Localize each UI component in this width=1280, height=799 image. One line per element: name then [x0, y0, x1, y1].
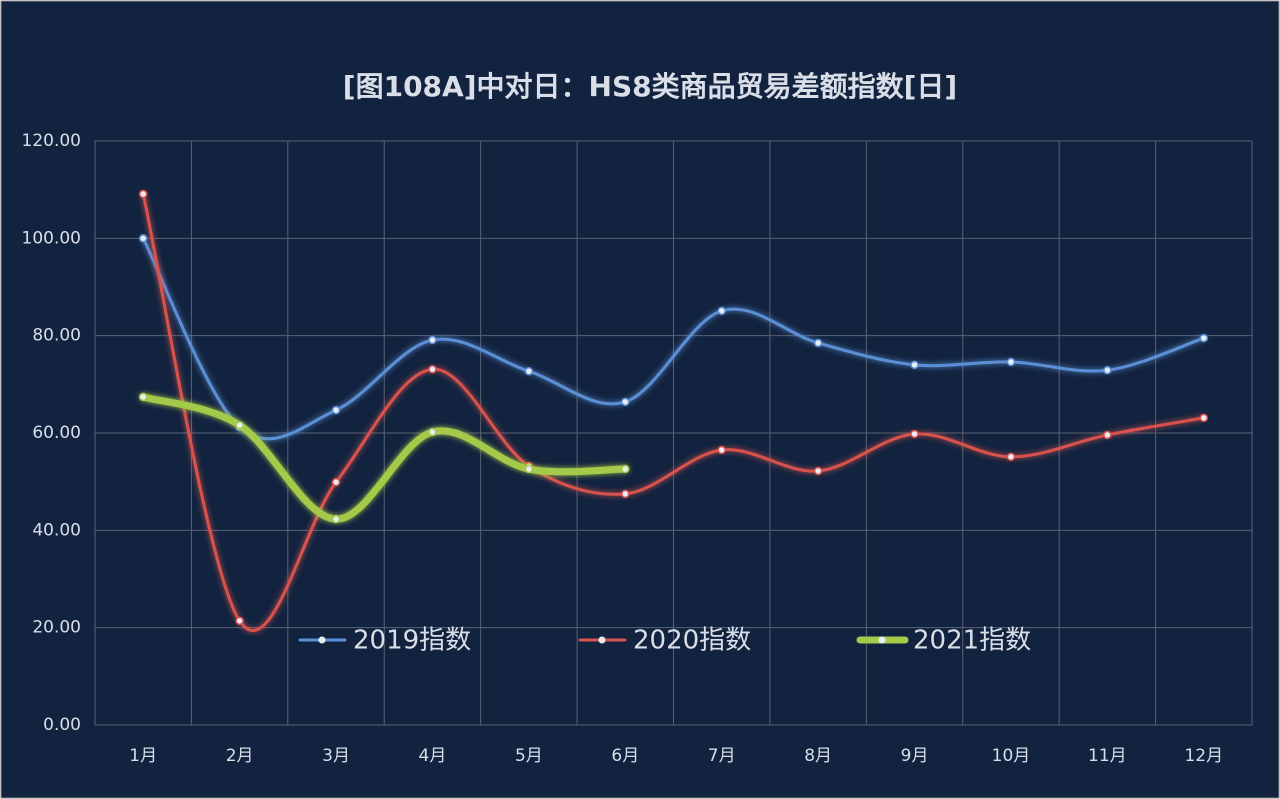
legend-label: 2021指数 — [913, 626, 1031, 656]
x-tick-label: 11月 — [1088, 746, 1127, 766]
legend-marker — [878, 636, 886, 644]
legend-marker — [598, 636, 606, 644]
y-tick-label: 120.00 — [22, 131, 81, 151]
data-point — [621, 489, 630, 499]
x-tick-label: 7月 — [708, 746, 736, 766]
x-tick-label: 4月 — [419, 746, 447, 766]
x-tick-label: 2月 — [226, 746, 254, 766]
data-point — [1103, 365, 1112, 375]
data-point — [910, 360, 919, 370]
data-point — [813, 338, 823, 348]
y-tick-label: 100.00 — [22, 228, 81, 248]
data-point — [621, 464, 630, 474]
data-point — [1006, 452, 1016, 462]
data-point — [138, 392, 148, 402]
y-tick-label: 20.00 — [32, 618, 81, 638]
x-tick-label: 12月 — [1184, 746, 1223, 766]
data-point — [621, 397, 630, 407]
data-point — [428, 364, 437, 374]
chart-title: [图108A]中对日：HS8类商品贸易差额指数[日] — [343, 70, 957, 103]
legend-label: 2020指数 — [633, 626, 751, 656]
y-tick-label: 80.00 — [32, 326, 81, 346]
data-point — [524, 464, 534, 474]
x-tick-label: 1月 — [129, 746, 157, 766]
x-tick-label: 5月 — [515, 746, 543, 766]
data-point — [428, 335, 437, 345]
legend-marker — [318, 636, 326, 644]
x-tick-label: 6月 — [611, 746, 639, 766]
data-point — [813, 466, 823, 476]
data-point — [524, 366, 534, 376]
x-tick-label: 10月 — [992, 746, 1031, 766]
data-point — [428, 427, 437, 437]
y-tick-label: 0.00 — [43, 715, 81, 735]
data-point — [235, 616, 244, 626]
data-point — [331, 477, 341, 487]
data-point — [910, 429, 919, 439]
data-point — [717, 445, 726, 455]
x-tick-label: 3月 — [322, 746, 350, 766]
data-point — [138, 234, 148, 243]
x-tick-label: 9月 — [901, 746, 929, 766]
data-point — [235, 420, 244, 430]
data-point — [1006, 357, 1016, 367]
data-point — [1199, 333, 1209, 343]
x-tick-label: 8月 — [804, 746, 832, 766]
legend-label: 2019指数 — [353, 626, 471, 656]
y-tick-label: 60.00 — [32, 423, 81, 443]
series-line — [141, 192, 1206, 632]
y-tick-label: 40.00 — [32, 520, 81, 540]
data-point — [331, 405, 341, 415]
data-point — [331, 514, 341, 524]
data-point — [717, 306, 726, 316]
data-point — [138, 189, 148, 199]
data-point — [1103, 430, 1112, 440]
data-point — [1199, 413, 1209, 423]
